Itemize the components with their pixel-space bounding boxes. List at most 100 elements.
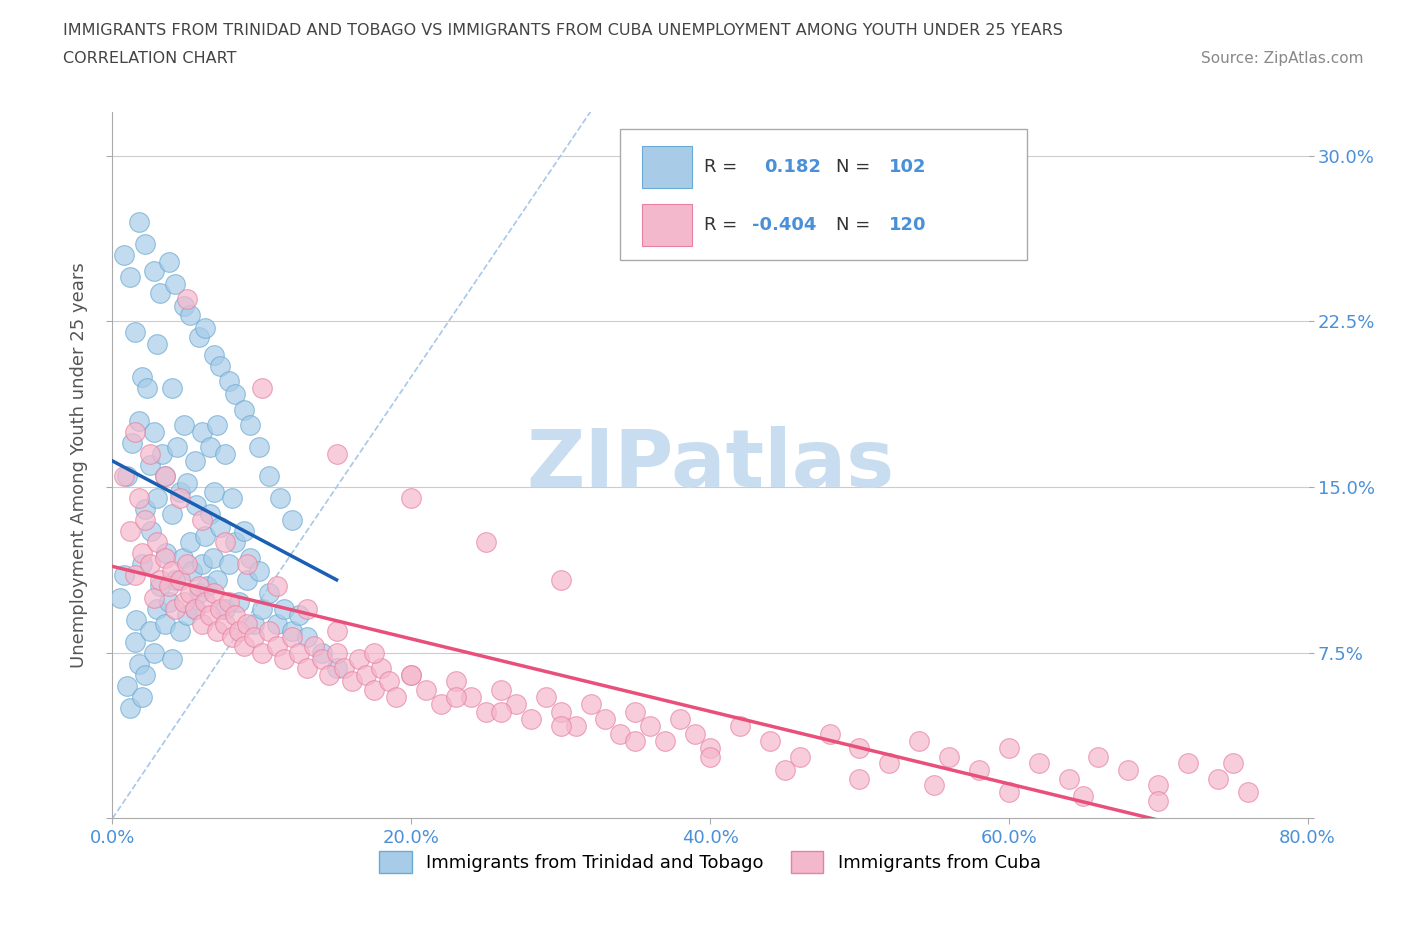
Point bbox=[128, 491, 150, 506]
Point bbox=[114, 568, 135, 583]
Point bbox=[1177, 756, 1199, 771]
Point bbox=[295, 630, 318, 644]
Point bbox=[475, 535, 498, 550]
Point bbox=[288, 645, 311, 660]
Point bbox=[209, 358, 232, 373]
Point bbox=[273, 652, 295, 667]
Point bbox=[188, 579, 211, 594]
Point bbox=[239, 418, 262, 432]
Point bbox=[169, 573, 191, 588]
Point bbox=[165, 601, 187, 616]
Point bbox=[325, 446, 347, 461]
Point bbox=[120, 524, 142, 538]
Text: 120: 120 bbox=[890, 216, 927, 233]
Point bbox=[162, 564, 183, 578]
Point bbox=[134, 512, 156, 527]
Point bbox=[325, 623, 347, 638]
Point bbox=[153, 469, 176, 484]
Point bbox=[195, 579, 218, 594]
Text: N =: N = bbox=[835, 158, 876, 176]
Point bbox=[848, 771, 870, 786]
Point bbox=[162, 506, 183, 521]
Point bbox=[683, 727, 706, 742]
Point bbox=[922, 777, 945, 792]
Point bbox=[172, 551, 194, 565]
Point bbox=[124, 326, 146, 340]
Point bbox=[363, 645, 385, 660]
Point bbox=[150, 446, 173, 461]
Point bbox=[385, 689, 408, 704]
Point bbox=[247, 440, 270, 455]
Point bbox=[579, 696, 602, 711]
Point bbox=[218, 374, 240, 389]
FancyBboxPatch shape bbox=[620, 129, 1026, 260]
Point bbox=[1206, 771, 1229, 786]
Point bbox=[236, 617, 259, 631]
Point bbox=[325, 660, 347, 675]
Point bbox=[131, 546, 153, 561]
Point bbox=[534, 689, 557, 704]
Point bbox=[250, 601, 273, 616]
Point bbox=[609, 727, 631, 742]
Point bbox=[128, 414, 150, 429]
Point bbox=[624, 705, 647, 720]
Point bbox=[460, 689, 482, 704]
Y-axis label: Unemployment Among Youth under 25 years: Unemployment Among Youth under 25 years bbox=[70, 262, 89, 668]
Point bbox=[640, 718, 662, 733]
Point bbox=[165, 276, 187, 291]
Point bbox=[198, 440, 221, 455]
Point bbox=[699, 750, 721, 764]
Point bbox=[356, 668, 378, 683]
Point bbox=[243, 617, 266, 631]
Point bbox=[117, 469, 139, 484]
Point bbox=[333, 660, 356, 675]
Point bbox=[194, 594, 217, 609]
Point bbox=[347, 652, 370, 667]
Point bbox=[186, 498, 208, 512]
Point bbox=[155, 546, 177, 561]
FancyBboxPatch shape bbox=[643, 204, 692, 246]
Point bbox=[938, 750, 960, 764]
Point bbox=[183, 601, 205, 616]
Point bbox=[108, 591, 131, 605]
Point bbox=[378, 674, 401, 689]
Point bbox=[194, 528, 217, 543]
Text: Source: ZipAtlas.com: Source: ZipAtlas.com bbox=[1201, 51, 1364, 66]
FancyBboxPatch shape bbox=[643, 146, 692, 188]
Point bbox=[121, 435, 143, 450]
Point bbox=[149, 286, 172, 300]
Point bbox=[201, 551, 224, 565]
Point bbox=[191, 424, 214, 439]
Point bbox=[183, 601, 205, 616]
Point bbox=[998, 740, 1021, 755]
Point bbox=[153, 551, 176, 565]
Point bbox=[176, 557, 198, 572]
Point bbox=[239, 551, 262, 565]
Point bbox=[818, 727, 841, 742]
Point bbox=[162, 652, 183, 667]
Point bbox=[214, 617, 236, 631]
Text: ZIPatlas: ZIPatlas bbox=[526, 426, 894, 504]
Point bbox=[162, 380, 183, 395]
Point bbox=[259, 469, 281, 484]
Point bbox=[149, 579, 172, 594]
Point bbox=[218, 594, 240, 609]
Point bbox=[143, 424, 166, 439]
Point bbox=[520, 711, 543, 726]
Point bbox=[243, 630, 266, 644]
Point bbox=[1147, 793, 1170, 808]
Text: IMMIGRANTS FROM TRINIDAD AND TOBAGO VS IMMIGRANTS FROM CUBA UNEMPLOYMENT AMONG Y: IMMIGRANTS FROM TRINIDAD AND TOBAGO VS I… bbox=[63, 23, 1063, 38]
Point bbox=[179, 535, 201, 550]
Point bbox=[141, 524, 163, 538]
Point bbox=[295, 660, 318, 675]
Point bbox=[128, 215, 150, 230]
Point bbox=[444, 689, 467, 704]
Point bbox=[624, 734, 647, 749]
Text: 102: 102 bbox=[890, 158, 927, 176]
Point bbox=[236, 573, 259, 588]
Point bbox=[325, 645, 347, 660]
Point bbox=[224, 608, 246, 623]
Point bbox=[124, 634, 146, 649]
Point bbox=[139, 623, 162, 638]
Point bbox=[188, 329, 211, 344]
